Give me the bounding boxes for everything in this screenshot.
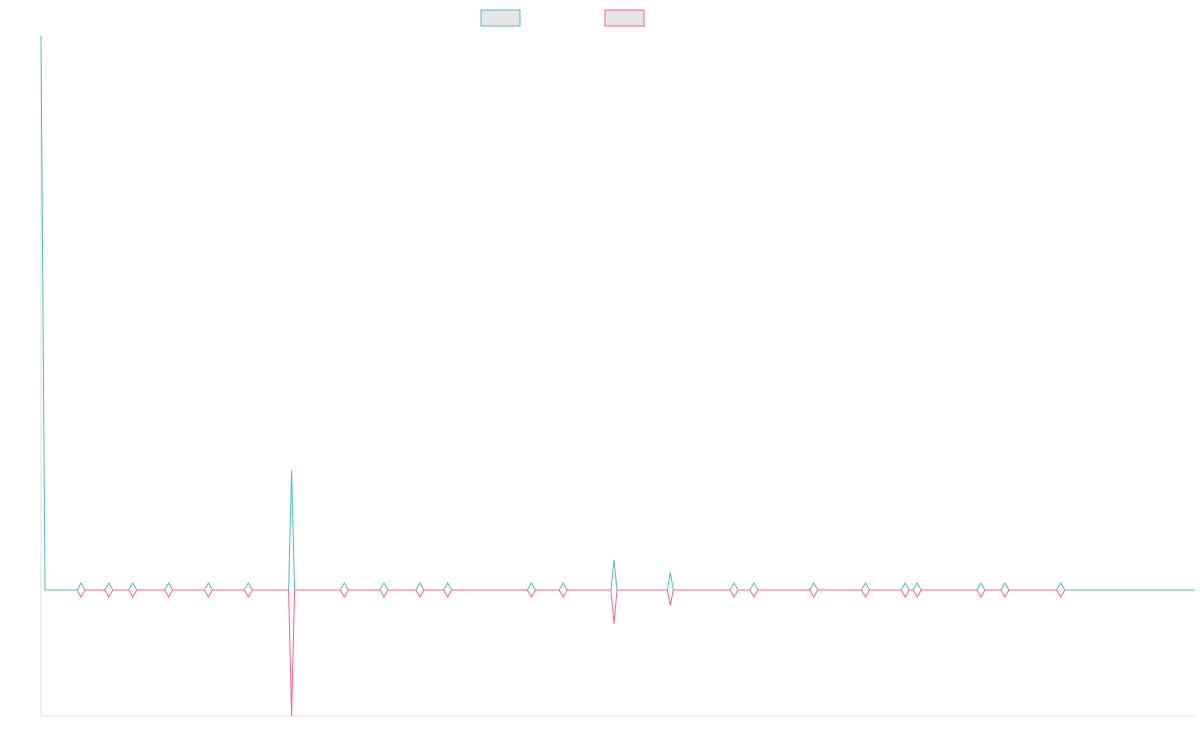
series-1-point[interactable] [243,581,253,591]
series-2-point[interactable] [749,589,759,599]
legend[interactable] [480,9,645,27]
series-2-point[interactable] [900,589,910,599]
series-2-point[interactable] [861,589,870,599]
series-2-point[interactable] [243,589,253,599]
series-1-point[interactable] [526,581,536,591]
series-1-point[interactable] [861,581,870,591]
series-1-point[interactable] [912,581,922,591]
series-2-point[interactable] [558,589,568,599]
plot-area [40,35,1195,717]
series-2-point[interactable] [1056,589,1066,599]
series-1-point[interactable] [104,581,114,591]
series-2-point[interactable] [415,589,425,599]
series-2-point[interactable] [128,589,138,599]
series-2-point[interactable] [729,589,739,599]
series-2-point[interactable] [976,589,986,599]
series-1-point[interactable] [204,581,213,591]
series-2-point[interactable] [912,589,922,599]
series-2-point[interactable] [379,589,389,599]
series-2-point[interactable] [76,589,86,599]
series-1-point[interactable] [1056,581,1066,591]
legend-swatch-series-1[interactable] [480,9,521,27]
series-2-point[interactable] [443,589,453,599]
series-1-point[interactable] [749,581,759,591]
series-2-point[interactable] [104,589,114,599]
series-1-point[interactable] [339,581,349,591]
series-1-point[interactable] [443,581,453,591]
series-1-point[interactable] [729,581,739,591]
series-1-point[interactable] [379,581,389,591]
series-1-line [40,35,1195,591]
axes [40,36,1195,717]
series-1-point[interactable] [415,581,425,591]
series-1-point[interactable] [558,581,568,591]
legend-swatch-series-2[interactable] [604,9,645,27]
series-1-point[interactable] [76,581,86,591]
series-2-point[interactable] [1000,589,1010,599]
series-1-point[interactable] [976,581,986,591]
series-2-point[interactable] [526,589,536,599]
series-1-point[interactable] [128,581,138,591]
series-2-point[interactable] [809,589,819,599]
series-1-point[interactable] [1000,581,1010,591]
series-2-line [81,589,1061,717]
series-2-point[interactable] [164,589,174,599]
series-2-point[interactable] [339,589,349,599]
series-1-point[interactable] [809,581,819,591]
series-1-point[interactable] [900,581,910,591]
series-2-point[interactable] [204,589,213,599]
series-1-point[interactable] [164,581,174,591]
